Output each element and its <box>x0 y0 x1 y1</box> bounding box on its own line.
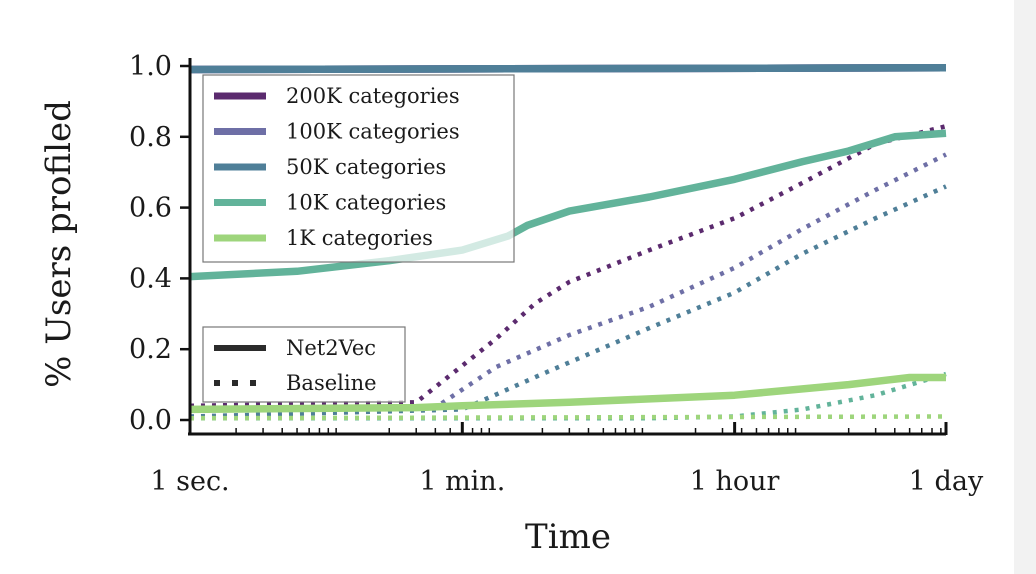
legend-label: 50K categories <box>286 155 446 179</box>
legend-label: 200K categories <box>286 84 460 108</box>
net2vec-line-1k <box>189 373 946 414</box>
legend-layer: 200K categories 100K categories 50K catego… <box>202 74 515 403</box>
y-tick-label: 0.2 <box>129 334 172 365</box>
x-tick-label: 1 sec. <box>150 466 229 497</box>
series-layer <box>189 64 948 421</box>
net2vec-line-50k <box>189 64 947 74</box>
legend-label: Net2Vec <box>286 336 376 360</box>
legend-label: Baseline <box>286 371 377 395</box>
window-edge <box>1014 0 1036 574</box>
baseline-line-1k <box>189 414 947 421</box>
x-tick-label: 1 min. <box>419 466 505 497</box>
y-tick-label: 0.8 <box>129 122 172 153</box>
baseline-line-200k <box>189 124 947 409</box>
y-tick-label: 0.0 <box>129 405 172 436</box>
y-tick-label: 1.0 <box>129 51 172 82</box>
legend-label: 100K categories <box>286 120 460 144</box>
legend-label: 1K categories <box>286 226 433 250</box>
x-tick-label: 1 day <box>909 466 984 497</box>
x-axis-title: Time <box>525 517 611 557</box>
y-tick-label: 0.4 <box>129 263 172 294</box>
x-tick-label: 1 hour <box>690 466 780 497</box>
y-axis-title: % Users profiled <box>39 100 79 388</box>
legend-label: 10K categories <box>286 191 446 215</box>
axes-layer: 0.0 0.2 0.4 0.6 0.8 1.0 1 sec. 1 min. 1 hour 1 da… <box>39 51 984 557</box>
legend-box-methods <box>202 326 406 403</box>
y-tick-label: 0.6 <box>129 193 172 224</box>
